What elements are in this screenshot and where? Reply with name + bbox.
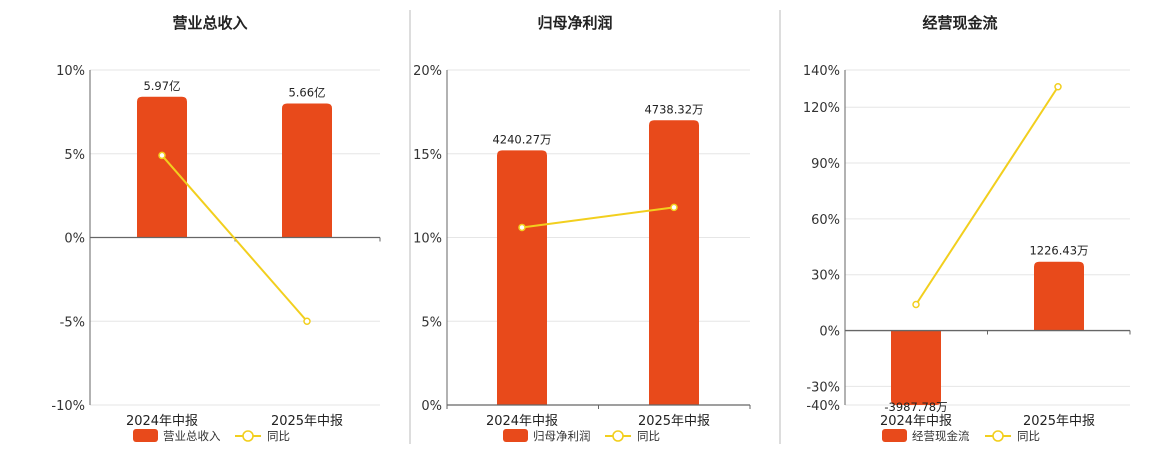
y-tick-label: 90%	[811, 157, 840, 172]
bar-2	[649, 120, 699, 405]
y-tick-label: 20%	[413, 64, 442, 79]
bar-1	[497, 150, 547, 405]
y-tick-label: -5%	[60, 315, 85, 330]
legend: 经营现金流 同比	[882, 429, 1040, 443]
legend-line-marker	[992, 430, 1004, 442]
yoy-line	[161, 154, 308, 322]
chart-panel-1: 营业总收入 10% 5% 0% -5% -10% 5.97亿 5.66亿 2024年中报 2025…	[51, 14, 381, 443]
yoy-point-1	[912, 300, 920, 309]
y-tick-label: 0%	[64, 232, 85, 247]
legend: 归母净利润 同比	[503, 429, 660, 443]
yoy-point-2	[303, 317, 311, 325]
y-tick-label: 60%	[811, 213, 840, 228]
chart-panel-3: 经营现金流 140% 120% 90% 60% 30% 0% -30% -40% -3987.78…	[803, 14, 1131, 443]
y-tick-label: 0%	[819, 325, 840, 340]
legend-line-marker	[242, 430, 254, 442]
y-tick-label: -30%	[806, 380, 840, 395]
y-tick-label: -40%	[806, 399, 840, 414]
y-tick-label: 140%	[803, 64, 840, 79]
yoy-point-1	[158, 151, 166, 160]
bar-data-label: -3987.78万	[884, 400, 947, 414]
bar-1	[137, 96, 187, 238]
chart-title: 营业总收入	[172, 14, 247, 32]
x-category-label: 2025年中报	[638, 414, 710, 429]
y-tick-label: 0%	[421, 399, 442, 414]
legend-bar-label: 经营现金流	[912, 429, 970, 443]
bar-2	[282, 103, 332, 238]
y-tick-label: 120%	[803, 101, 840, 116]
yoy-point-1	[518, 223, 526, 232]
bar-data-label: 4240.27万	[492, 132, 551, 146]
legend-line-label: 同比	[1017, 429, 1040, 443]
legend-bar-swatch	[503, 429, 528, 442]
yoy-point-2	[1054, 83, 1062, 91]
x-category-label: 2024年中报	[126, 414, 198, 429]
legend-line-marker	[612, 430, 624, 442]
chart-title: 归母净利润	[537, 14, 612, 32]
bar-2	[1034, 261, 1084, 331]
x-category-label: 2024年中报	[880, 414, 952, 429]
bar-data-label: 4738.32万	[644, 102, 703, 116]
chart-title: 经营现金流	[922, 14, 997, 32]
bar-data-label: 1226.43万	[1029, 244, 1088, 258]
chart-panel-2: 归母净利润 20% 15% 10% 5% 0% 4240.27万 4738.32万 2024年中…	[413, 14, 751, 443]
yoy-line	[915, 86, 1059, 306]
y-tick-label: 10%	[413, 232, 442, 247]
yoy-point-2	[670, 203, 678, 212]
y-tick-label: 30%	[811, 269, 840, 284]
legend: 营业总收入 同比	[133, 429, 290, 443]
x-category-label: 2025年中报	[271, 414, 343, 429]
y-tick-label: -10%	[51, 399, 85, 414]
legend-bar-swatch	[133, 429, 158, 442]
y-tick-label: 15%	[413, 148, 442, 163]
y-tick-label: 5%	[64, 148, 85, 163]
y-tick-label: 5%	[421, 315, 442, 330]
legend-bar-swatch	[882, 429, 907, 442]
y-tick-label: 10%	[56, 64, 85, 79]
x-category-label: 2024年中报	[486, 414, 558, 429]
bar-1	[891, 330, 941, 405]
legend-line-label: 同比	[637, 429, 660, 443]
yoy-line	[521, 206, 675, 229]
legend-bar-label: 归母净利润	[533, 429, 591, 443]
legend-bar-label: 营业总收入	[163, 429, 221, 443]
bar-data-label: 5.97亿	[143, 79, 180, 93]
legend-line-label: 同比	[267, 429, 290, 443]
x-category-label: 2025年中报	[1023, 414, 1095, 429]
bar-data-label: 5.66亿	[288, 86, 325, 100]
